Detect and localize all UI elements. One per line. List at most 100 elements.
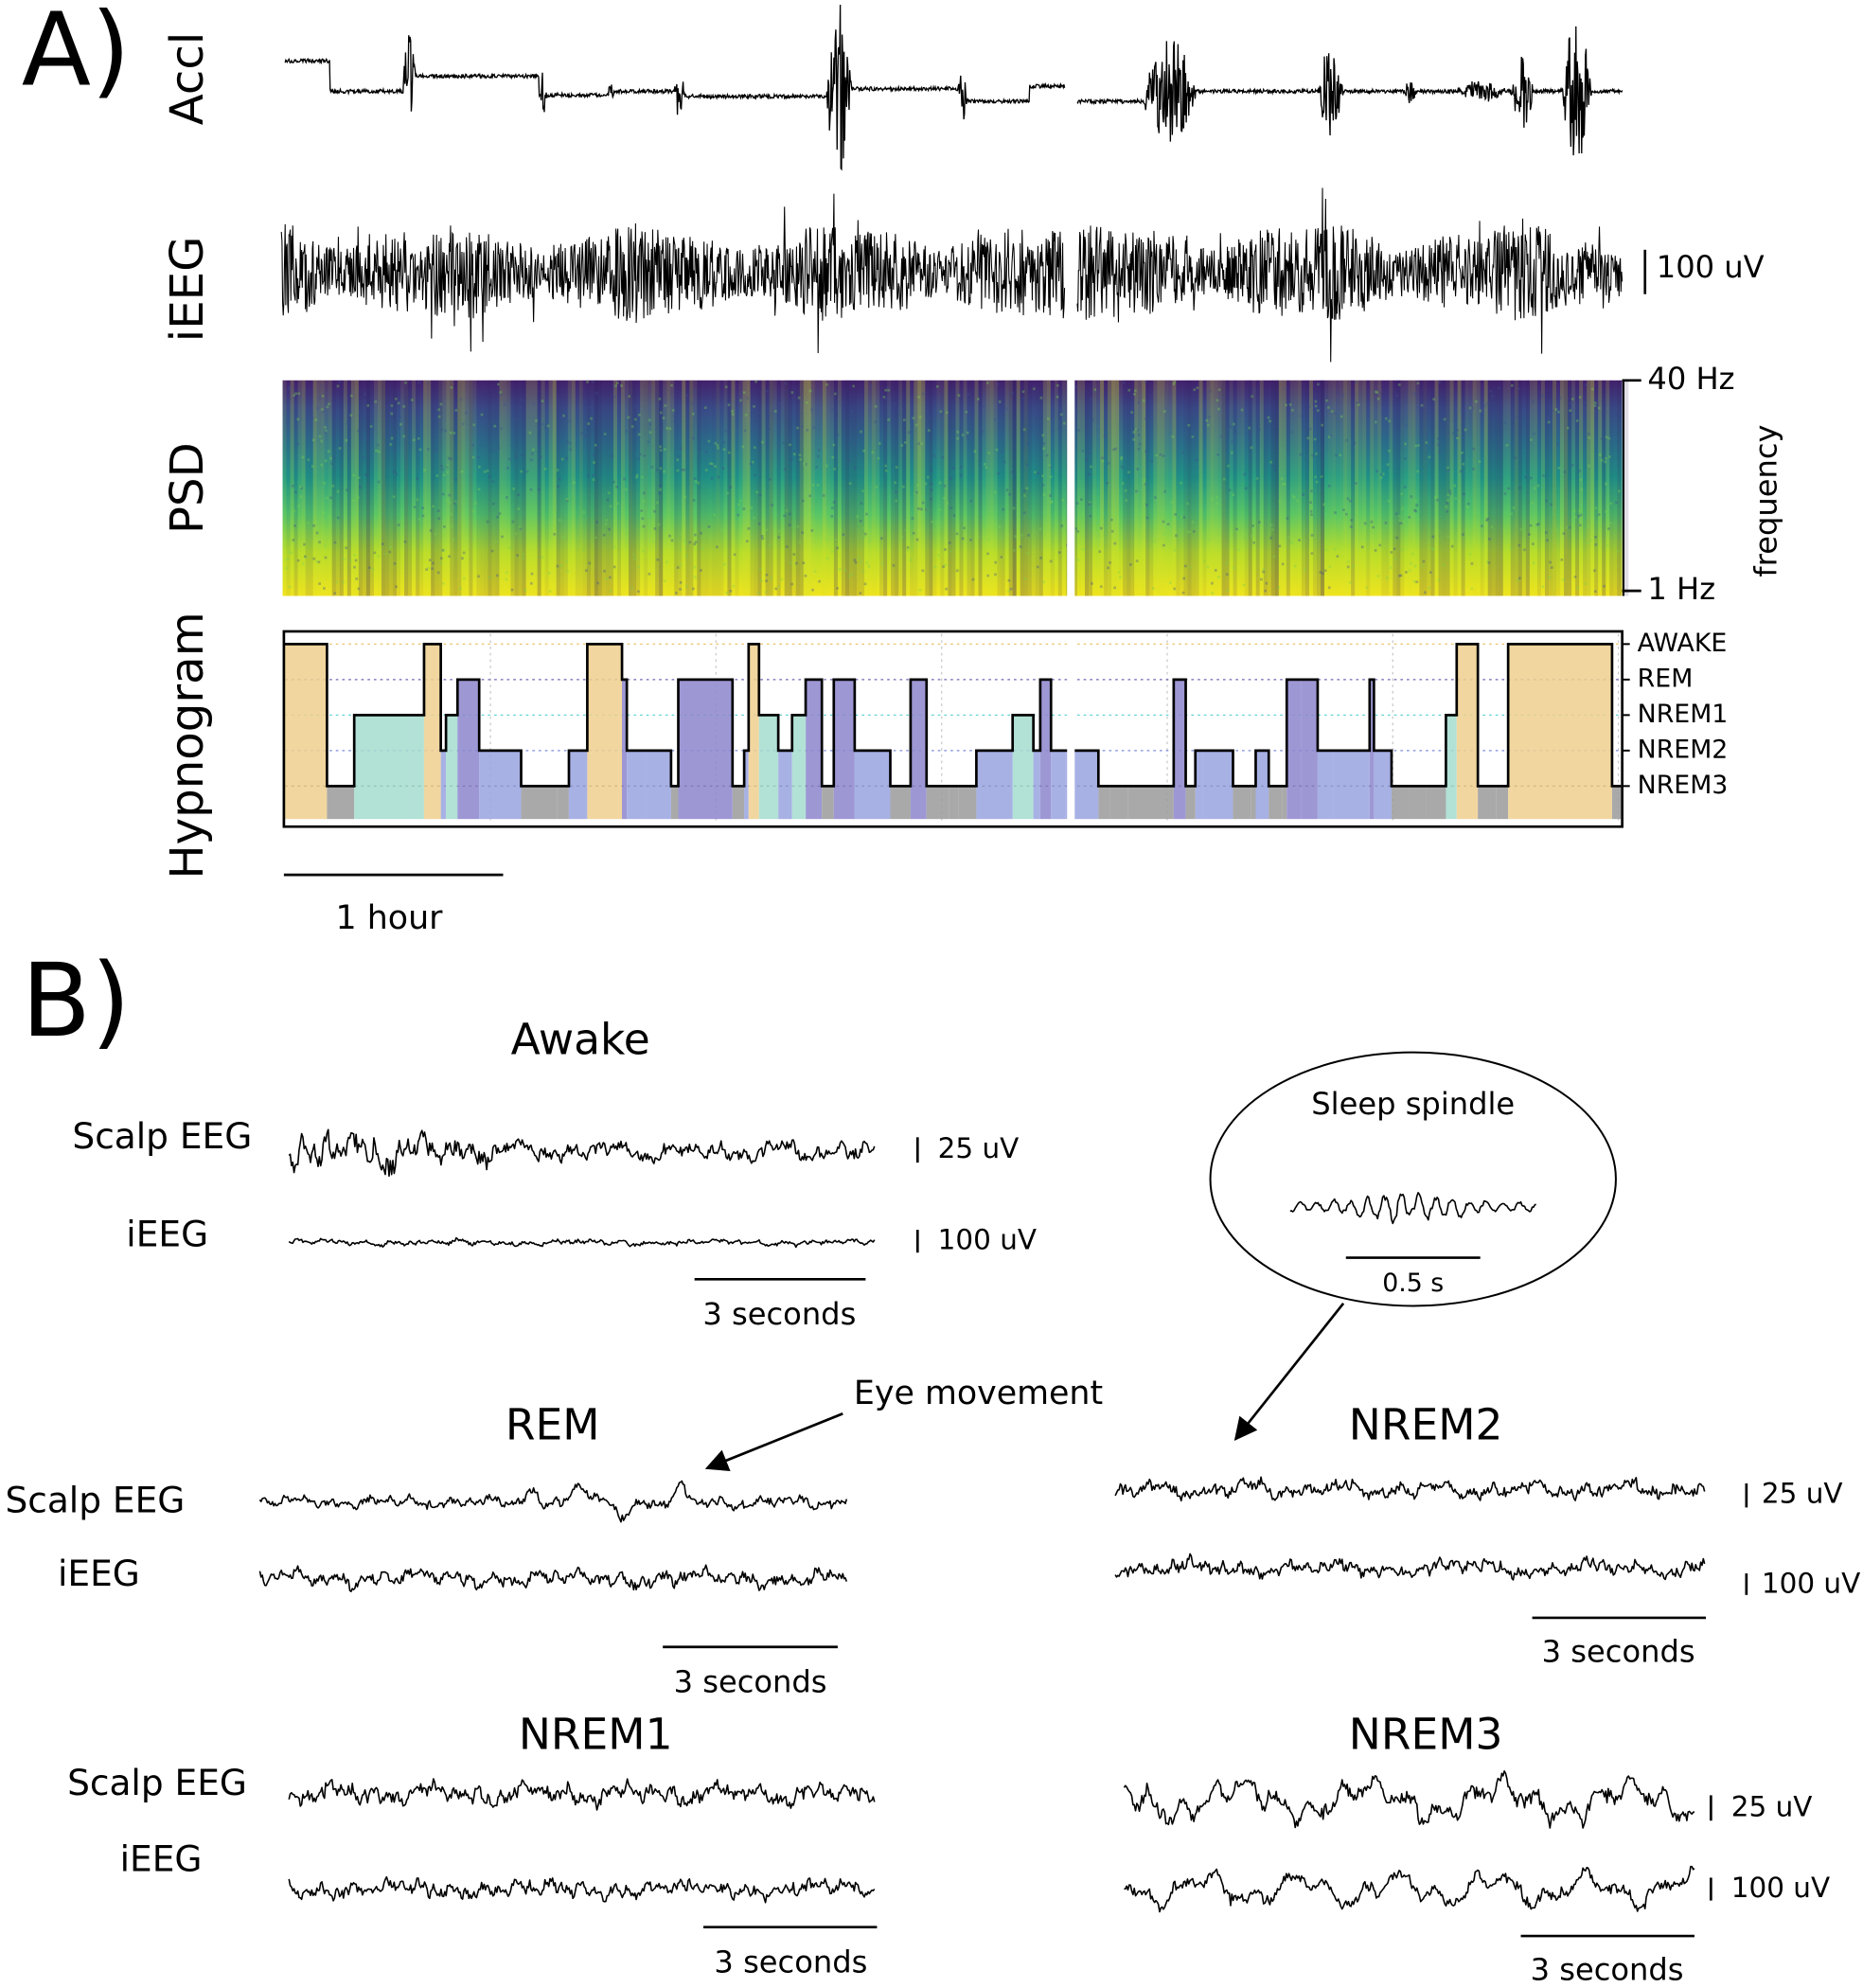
spectrogram-speck [789,512,791,516]
spectrogram-column [1267,380,1275,596]
spectrogram-speck [1529,476,1533,480]
spectrogram-speck [704,451,708,453]
spectrogram-speck [1162,532,1165,536]
spectrogram-speck [434,532,437,536]
spectrogram-speck [961,434,965,436]
spectrogram-speck [971,577,975,581]
spectrogram-speck [1589,539,1593,542]
spectrogram-speck [1099,585,1103,588]
spectrogram-speck [983,462,986,466]
spectrogram-speck [417,381,420,384]
spectrogram-speck [1314,404,1318,408]
spectrogram-speck [831,455,835,459]
spectrogram-speck [343,535,346,538]
spectrogram-speck [1443,417,1446,421]
stage-fill [1496,786,1509,820]
spectrogram-speck [1533,432,1535,435]
spectrogram-column [491,380,496,596]
stage-fill [833,679,855,820]
spectrogram-speck [1136,428,1140,432]
spectrogram-speck [1451,432,1455,435]
spectrogram-speck [1023,494,1026,497]
spectrogram-speck [637,433,641,436]
spectrogram-speck [956,431,960,434]
spectrogram-speck [816,484,820,487]
spectrogram-column [559,380,564,596]
spectrogram-speck [1046,417,1050,420]
spectrogram-column [601,380,606,596]
spectrogram-speck [862,526,866,530]
scale-label: 100 uV [938,1224,1037,1256]
spectrogram-speck [548,590,552,593]
spectrogram-speck [701,422,704,426]
spectrogram-speck [1479,409,1482,413]
spectrogram-speck [1398,574,1401,577]
spectrogram-speck [1137,434,1141,436]
spectrogram-speck [1011,391,1015,395]
spectrogram-speck [681,468,683,471]
spectrogram-column [339,380,344,596]
spectrogram-speck [1336,555,1340,559]
spectrogram-speck [640,509,644,512]
spectrogram-speck [1550,503,1552,506]
spectrogram-speck [903,441,907,444]
spectrogram-speck [920,442,924,445]
spectrogram-column [1297,380,1302,596]
spectrogram-speck [769,478,772,481]
spectrogram-speck [353,565,356,569]
spectrogram-column [1472,380,1477,596]
spectrogram-speck [685,585,688,588]
spectrogram-speck [609,590,612,593]
spectrogram-column [1138,380,1146,596]
spectrogram-column [670,380,675,596]
spectrogram-column [723,380,728,596]
spectrogram-speck [714,442,718,445]
spectrogram-speck [679,548,683,552]
spectrogram-speck [1445,506,1447,508]
spectrogram-speck [1215,496,1219,499]
spectrogram-speck [1132,431,1136,434]
spectrogram-speck [1568,525,1571,529]
spectrogram-speck [867,564,871,568]
spectrogram-column [377,380,385,596]
spectrogram-speck [324,543,327,547]
spectrogram-column [419,380,424,596]
spectrogram-speck [296,559,300,562]
spectrogram-column [648,380,656,596]
spectrogram-speck [803,462,806,466]
spectrogram-speck [747,526,751,530]
spectrogram-speck [792,453,796,456]
spectrogram-speck [1260,577,1263,581]
spectrogram-speck [588,561,592,565]
spectrogram-speck [679,532,683,535]
spectrogram-column [887,380,892,596]
spectrogram-speck [1262,567,1266,571]
state-title: NREM1 [519,1709,673,1759]
spectrogram-column [1046,380,1051,596]
spectrogram-speck [1289,541,1293,545]
spectrogram-speck [1542,474,1545,477]
spectrogram-speck [1050,501,1053,504]
spectrogram-speck [739,399,742,402]
spectrogram-column [1461,380,1465,596]
spectrogram-speck [607,426,611,430]
spectrogram-speck [395,472,399,476]
spectrogram-speck [1426,434,1428,436]
spectrogram-speck [352,499,355,503]
spectrogram-speck [943,496,946,500]
spectrogram-speck [985,382,989,384]
spectrogram-speck [1002,460,1006,464]
spectrogram-speck [818,579,821,583]
spectrogram-speck [836,400,840,404]
spectrogram-column [640,380,648,596]
spectrogram-speck [1562,532,1566,536]
spectrogram-speck [1233,422,1235,426]
spectrogram-speck [721,467,725,470]
spectrogram-speck [731,413,735,416]
spectrogram-speck [393,561,397,565]
spectrogram-speck [301,455,305,459]
spectrogram-speck [982,404,985,408]
spectrogram-speck [1012,548,1016,552]
spectrogram-speck [701,547,704,551]
spectrogram-column [586,380,591,596]
